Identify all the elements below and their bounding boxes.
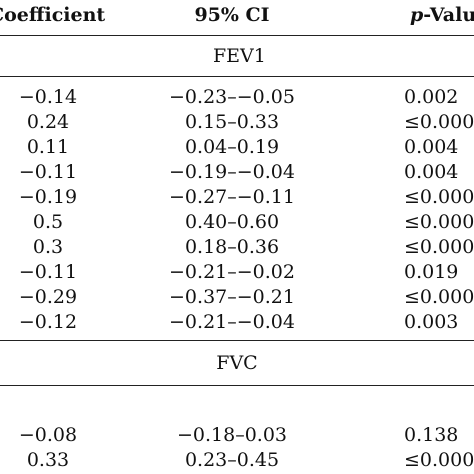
- ci-cell: 0.15–0.33: [184, 111, 280, 133]
- section-label-row: FVC: [0, 351, 474, 375]
- pvalue-cell: ≤0.000: [404, 236, 474, 258]
- coefficient-cell: −0.19: [18, 186, 78, 208]
- coefficient-cell: 0.3: [32, 236, 64, 258]
- coefficient-cell: −0.11: [18, 161, 78, 183]
- pvalue-cell: ≤0.000: [404, 286, 474, 308]
- coefficient-cell: −0.29: [18, 286, 78, 308]
- pvalue-cell: ≤0.000: [404, 186, 474, 208]
- ci-cell: −0.27–−0.11: [169, 186, 295, 208]
- coefficient-cell: 0.33: [26, 449, 70, 471]
- coefficient-cell: 0.11: [26, 136, 70, 158]
- pvalue-cell: ≤0.000: [404, 211, 474, 233]
- table-row: −0.19 −0.27–−0.11 ≤0.000: [0, 185, 474, 209]
- ci-cell: −0.18–0.03: [176, 424, 288, 446]
- table-row: −0.11 −0.21–−0.02 0.019: [0, 260, 474, 284]
- pvalue-cell: ≤0.000: [404, 111, 474, 133]
- table-header-row: Coefficient 95% CI p-Value: [0, 3, 474, 27]
- ci-cell: −0.21–−0.04: [169, 311, 295, 333]
- table-row: 0.33 0.23–0.45 ≤0.000: [0, 448, 474, 472]
- pvalue-cell: 0.138: [404, 424, 459, 446]
- coefficient-cell: 0.24: [26, 111, 70, 133]
- pvalue-cell: 0.019: [404, 261, 459, 283]
- ci-cell: −0.19–−0.04: [169, 161, 295, 183]
- header-pvalue: p-Value: [410, 3, 474, 27]
- table-row: 0.11 0.04–0.19 0.004: [0, 135, 474, 159]
- coefficient-cell: −0.14: [18, 86, 78, 108]
- header-pvalue-italic: p: [410, 4, 424, 26]
- ci-cell: 0.04–0.19: [184, 136, 280, 158]
- section-label-fvc: FVC: [216, 352, 258, 374]
- table-row: 0.24 0.15–0.33 ≤0.000: [0, 110, 474, 134]
- ci-cell: 0.18–0.36: [184, 236, 280, 258]
- table-row: −0.29 −0.37–−0.21 ≤0.000: [0, 285, 474, 309]
- pvalue-cell: 0.004: [404, 136, 459, 158]
- section-label-fev1: FEV1: [213, 45, 266, 67]
- rule-under-fvc: [0, 385, 474, 386]
- rule-under-header: [0, 35, 474, 36]
- ci-cell: 0.40–0.60: [184, 211, 280, 233]
- rule-above-fvc: [0, 340, 474, 341]
- ci-cell: −0.21–−0.02: [169, 261, 295, 283]
- table-row: 0.3 0.18–0.36 ≤0.000: [0, 235, 474, 259]
- pvalue-cell: 0.002: [404, 86, 459, 108]
- pvalue-cell: ≤0.000: [404, 449, 474, 471]
- header-coefficient: Coefficient: [0, 4, 106, 26]
- table-row: −0.14 −0.23–−0.05 0.002: [0, 85, 474, 109]
- table-row: −0.12 −0.21–−0.04 0.003: [0, 310, 474, 334]
- header-ci: 95% CI: [194, 4, 270, 26]
- pvalue-cell: 0.004: [404, 161, 459, 183]
- pvalue-cell: 0.003: [404, 311, 459, 333]
- ci-cell: −0.23–−0.05: [169, 86, 295, 108]
- section-label-row: FEV1: [0, 44, 474, 68]
- coefficient-cell: −0.12: [18, 311, 78, 333]
- coefficient-cell: −0.08: [18, 424, 78, 446]
- table-row: 0.5 0.40–0.60 ≤0.000: [0, 210, 474, 234]
- table-row: −0.08 −0.18–0.03 0.138: [0, 423, 474, 447]
- header-pvalue-suffix: -Value: [423, 4, 474, 26]
- rule-under-fev1: [0, 76, 474, 77]
- coefficient-cell: 0.5: [32, 211, 64, 233]
- ci-cell: 0.23–0.45: [184, 449, 280, 471]
- ci-cell: −0.37–−0.21: [169, 286, 295, 308]
- table-row: −0.11 −0.19–−0.04 0.004: [0, 160, 474, 184]
- coefficient-cell: −0.11: [18, 261, 78, 283]
